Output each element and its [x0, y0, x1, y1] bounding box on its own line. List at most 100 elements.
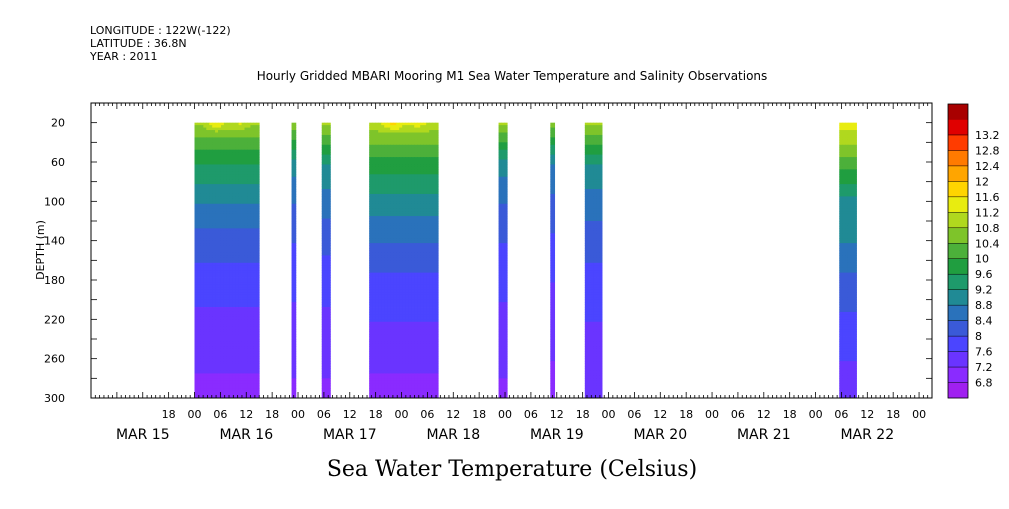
heat-cell [417, 341, 421, 345]
heat-cell [414, 255, 418, 259]
heat-cell [321, 250, 326, 254]
heat-cell [327, 393, 331, 396]
heat-cell [253, 230, 257, 234]
heat-cell [220, 375, 225, 379]
heat-cell [432, 260, 436, 264]
heat-cell [396, 336, 400, 340]
heat-cell [411, 139, 415, 143]
heat-cell [390, 169, 394, 173]
heat-cell [405, 252, 409, 256]
heat-cell [232, 329, 237, 333]
heat-cell [215, 196, 219, 200]
heat-cell [390, 174, 394, 178]
heat-cell [396, 154, 400, 158]
heat-cell [381, 206, 385, 210]
heat-cell [414, 275, 418, 278]
heat-cell [223, 257, 228, 261]
heat-cell [244, 223, 248, 227]
heat-cell [241, 137, 245, 141]
heat-cell [250, 385, 254, 389]
heat-cell [393, 166, 397, 170]
heat-cell [399, 125, 403, 128]
heat-cell [247, 238, 251, 242]
heat-cell [402, 181, 406, 185]
heat-cell [253, 289, 257, 293]
heat-cell [414, 302, 418, 305]
heat-cell [402, 198, 406, 202]
heat-cell [402, 304, 406, 308]
heat-cell [324, 206, 328, 210]
heat-cell [375, 343, 379, 347]
heat-cell [206, 304, 210, 308]
heat-cell [212, 294, 216, 298]
heat-cell [429, 154, 433, 158]
heat-cell [378, 245, 382, 249]
heat-cell [197, 277, 201, 281]
heat-cell [384, 218, 388, 222]
heat-cell [396, 260, 400, 264]
heat-cell [393, 339, 397, 342]
heat-cell [408, 302, 412, 305]
heat-cell [435, 139, 439, 143]
heat-cell [411, 275, 415, 278]
heat-cell [250, 211, 254, 215]
heat-cell [250, 184, 254, 187]
heat-cell [220, 353, 225, 357]
heat-cell [229, 307, 234, 310]
heat-cell [324, 378, 328, 382]
heat-cell [390, 201, 394, 205]
heat-cell [209, 321, 213, 325]
heat-cell [229, 191, 234, 195]
heat-cell [226, 130, 231, 133]
heat-cell [238, 272, 242, 276]
heat-cell [212, 166, 216, 170]
heat-cell [209, 361, 213, 364]
heat-cell [226, 134, 231, 138]
heat-cell [212, 358, 216, 362]
heat-cell [369, 127, 373, 131]
heat-cell [194, 233, 198, 237]
heat-cell [390, 282, 394, 286]
heat-cell [253, 130, 257, 133]
heat-cell [229, 282, 234, 286]
heat-cell [393, 206, 397, 210]
heat-cell [417, 309, 421, 313]
heat-cell [226, 388, 231, 392]
heat-cell [405, 218, 409, 222]
heat-cell [369, 166, 373, 170]
heat-cell [393, 294, 397, 298]
heat-cell [209, 373, 213, 377]
heat-cell [375, 203, 379, 207]
heat-cell [215, 348, 219, 352]
heat-cell [405, 171, 409, 175]
heat-cell [408, 245, 412, 249]
heat-cell [200, 255, 204, 259]
heat-cell [384, 223, 388, 227]
heat-cell [247, 252, 251, 256]
heat-cell [321, 152, 326, 156]
heat-cell [399, 331, 403, 335]
heat-cell [327, 255, 331, 259]
heat-cell [372, 142, 376, 146]
heat-cell [232, 366, 237, 369]
heat-cell [405, 193, 409, 197]
heat-cell [238, 292, 242, 296]
heat-cell [232, 363, 237, 367]
heat-cell [423, 203, 427, 207]
heat-cell [372, 275, 376, 278]
heat-cell [417, 282, 421, 286]
heat-cell [200, 294, 204, 298]
heat-cell [218, 307, 222, 310]
heat-cell [256, 225, 260, 229]
heat-cell [390, 307, 394, 310]
heat-cell [194, 137, 198, 141]
heat-cell [393, 267, 397, 271]
heat-cell [212, 213, 216, 217]
heat-cell [399, 139, 403, 143]
heat-cell [209, 169, 213, 173]
heat-cell [229, 388, 234, 392]
heat-cell [384, 277, 388, 281]
heat-cell [218, 257, 222, 261]
heat-cell [396, 324, 400, 328]
heat-cell [321, 307, 326, 310]
